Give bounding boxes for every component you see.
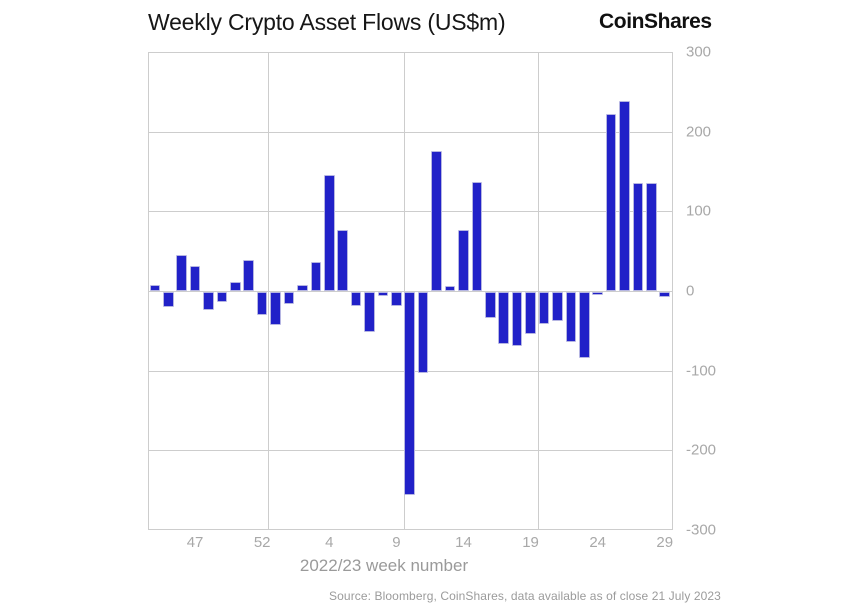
bar-week-27 xyxy=(632,182,644,291)
bar-week-46 xyxy=(176,255,187,291)
gridline-y-100 xyxy=(148,211,673,213)
bar-week-23 xyxy=(578,292,590,359)
gridline-y-300 xyxy=(148,52,673,53)
bar-week-51 xyxy=(243,259,255,291)
bar-week-18 xyxy=(511,292,523,347)
bar-week-4 xyxy=(323,174,335,291)
bar-week-8 xyxy=(377,292,389,296)
bar-week-13 xyxy=(444,286,456,291)
y-tick-label--300: -300 xyxy=(686,521,717,539)
bar-week-1 xyxy=(283,292,295,304)
x-tick-label-week-19: 19 xyxy=(522,534,539,551)
bar-week-48 xyxy=(203,292,214,311)
gridline-x-4 xyxy=(672,52,673,530)
gridline-x-0 xyxy=(148,52,149,530)
bar-week-47 xyxy=(189,265,201,291)
bar-week-7 xyxy=(364,292,375,332)
gridline-x-3 xyxy=(538,52,539,530)
bar-week-20 xyxy=(538,292,550,324)
bar-week-52 xyxy=(256,292,268,316)
x-tick-label-week-14: 14 xyxy=(455,534,472,551)
x-tick-label-week-24: 24 xyxy=(589,534,606,551)
bar-week-14 xyxy=(458,229,469,291)
gridline-y-200 xyxy=(148,131,673,133)
y-tick-label--100: -100 xyxy=(686,362,717,380)
bar-week-11 xyxy=(417,292,429,374)
gridline-x-2 xyxy=(404,52,405,530)
x-tick-label-week-52: 52 xyxy=(253,534,271,551)
x-tick-label-week-9: 9 xyxy=(392,534,401,551)
bar-week-53 xyxy=(270,292,281,325)
bar-week-9 xyxy=(391,292,402,306)
bar-week-5 xyxy=(337,230,348,291)
bar-week-28 xyxy=(646,183,657,291)
source-note: Source: Bloomberg, CoinShares, data avai… xyxy=(329,589,721,603)
coinshares-logo: CoinShares xyxy=(599,10,712,33)
x-tick-label-week-4: 4 xyxy=(325,534,334,551)
bar-week-19 xyxy=(525,292,536,335)
bar-week-3 xyxy=(310,261,322,291)
y-tick-label-0: 0 xyxy=(686,282,695,300)
bar-week-29 xyxy=(659,292,671,297)
y-tick-label--200: -200 xyxy=(686,441,717,459)
bar-week-50 xyxy=(230,282,241,291)
bar-week-12 xyxy=(431,150,442,291)
bar-week-25 xyxy=(605,114,617,291)
gridline-y--300 xyxy=(148,529,673,530)
x-axis-title: 2022/23 week number xyxy=(299,556,469,575)
x-tick-label-week-47: 47 xyxy=(186,534,204,551)
bar-week-15 xyxy=(471,181,483,291)
bar-week-17 xyxy=(498,292,509,344)
x-tick-label-week-29: 29 xyxy=(656,534,674,551)
gridline-y-0 xyxy=(148,291,673,292)
y-tick-label-100: 100 xyxy=(686,202,712,220)
y-tick-label-200: 200 xyxy=(686,123,712,141)
chart-title: Weekly Crypto Asset Flows (US$m) xyxy=(148,9,506,35)
bar-week-22 xyxy=(565,292,577,343)
plot-area xyxy=(148,52,673,530)
bar-week-2 xyxy=(297,285,308,291)
bar-week-21 xyxy=(552,292,563,322)
bar-week-6 xyxy=(350,292,362,307)
bar-week-16 xyxy=(485,292,496,319)
bar-week-10 xyxy=(404,292,416,496)
bar-week-44 xyxy=(149,285,161,291)
bar-week-45 xyxy=(162,292,174,308)
bar-week-49 xyxy=(216,292,228,303)
gridline-x-1 xyxy=(268,52,269,530)
bar-week-24 xyxy=(592,292,603,296)
y-tick-label-300: 300 xyxy=(686,43,712,61)
bar-week-26 xyxy=(619,100,630,291)
